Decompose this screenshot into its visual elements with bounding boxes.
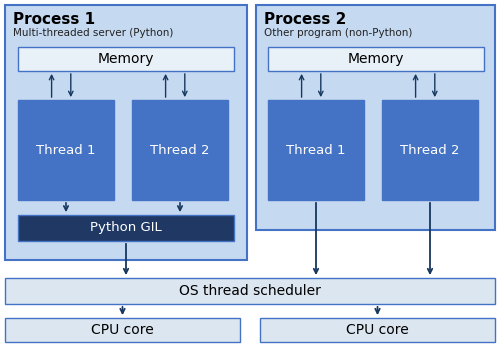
Bar: [260, 318, 495, 342]
Bar: [256, 5, 495, 230]
Bar: [18, 215, 234, 241]
Text: Memory: Memory: [348, 52, 404, 66]
Text: Thread 1: Thread 1: [286, 144, 346, 156]
Text: OS thread scheduler: OS thread scheduler: [179, 284, 321, 298]
Bar: [132, 100, 228, 200]
Bar: [382, 100, 478, 200]
Bar: [268, 100, 364, 200]
Bar: [5, 278, 495, 304]
Bar: [18, 47, 234, 71]
Text: Memory: Memory: [98, 52, 154, 66]
Bar: [5, 5, 247, 260]
Text: Thread 2: Thread 2: [400, 144, 460, 156]
Text: CPU core: CPU core: [91, 323, 154, 337]
Text: Python GIL: Python GIL: [90, 221, 162, 235]
Text: Thread 1: Thread 1: [36, 144, 96, 156]
Bar: [5, 318, 240, 342]
Text: Process 2: Process 2: [264, 12, 346, 27]
Bar: [18, 100, 114, 200]
Text: Process 1: Process 1: [13, 12, 95, 27]
Text: Multi-threaded server (Python): Multi-threaded server (Python): [13, 28, 173, 38]
Text: Other program (non-Python): Other program (non-Python): [264, 28, 412, 38]
Text: Thread 2: Thread 2: [150, 144, 210, 156]
Bar: [268, 47, 484, 71]
Text: CPU core: CPU core: [346, 323, 409, 337]
